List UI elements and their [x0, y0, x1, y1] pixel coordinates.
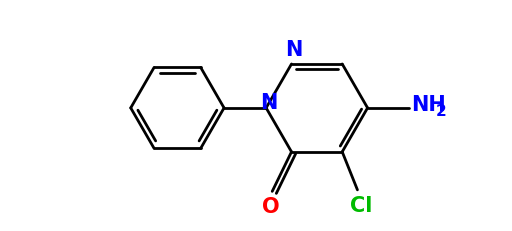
Text: N: N	[285, 40, 303, 60]
Text: Cl: Cl	[350, 196, 373, 216]
Text: N: N	[260, 93, 278, 113]
Text: NH: NH	[411, 95, 446, 115]
Text: 2: 2	[436, 104, 446, 119]
Text: O: O	[263, 198, 280, 217]
